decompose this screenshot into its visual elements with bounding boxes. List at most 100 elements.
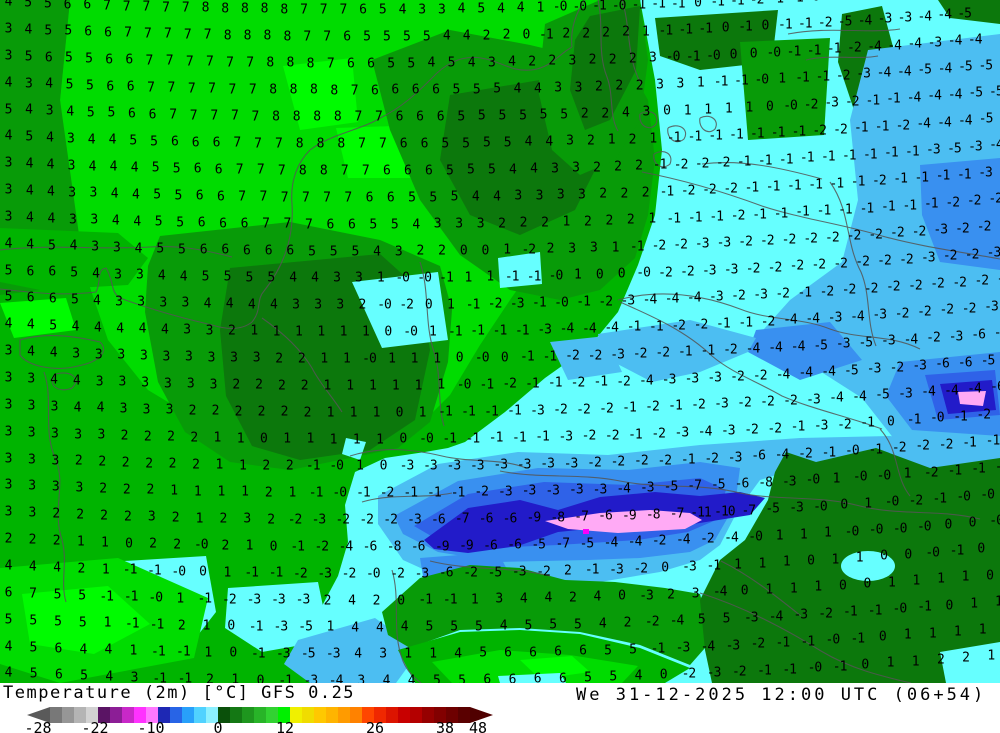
grid-value: 2 <box>121 455 130 471</box>
grid-value: 5 <box>475 619 483 635</box>
grid-value: 6 <box>219 216 227 232</box>
grid-value: -0 <box>989 513 1000 529</box>
grid-value: 2 <box>562 26 570 42</box>
grid-value: 6 <box>106 79 114 95</box>
grid-value: -3 <box>877 11 893 27</box>
grid-value: 7 <box>103 0 111 14</box>
grid-value: -2 <box>657 453 672 469</box>
grid-value: -1 <box>800 634 816 650</box>
grid-value: -1 <box>853 120 869 136</box>
grid-value: -2 <box>521 242 536 258</box>
grid-value: -2 <box>651 533 667 549</box>
grid-value: -1 <box>770 125 786 141</box>
grid-value: 5 <box>70 292 79 308</box>
grid-value: -1 <box>906 412 922 428</box>
grid-value: -3 <box>743 610 759 626</box>
grid-value: 3 <box>90 212 98 228</box>
grid-value: 1 <box>356 458 364 474</box>
grid-value: 7 <box>301 190 310 206</box>
grid-value: -3 <box>753 287 768 303</box>
grid-value: 0 <box>878 629 887 645</box>
grid-value: 5 <box>329 244 338 260</box>
grid-value: -9 <box>434 539 450 555</box>
grid-value: 1 <box>823 525 832 541</box>
grid-value: 5 <box>172 161 181 177</box>
grid-value: -3 <box>881 333 896 349</box>
grid-value: -1 <box>815 69 831 85</box>
grid-value: -1 <box>268 565 284 581</box>
legend-tick-label: -28 <box>24 719 52 733</box>
grid-value: -2 <box>553 402 568 418</box>
color-step <box>50 707 62 723</box>
grid-value: 6 <box>221 242 229 258</box>
grid-value: -1 <box>492 323 508 339</box>
grid-value: -2 <box>837 417 852 433</box>
grid-value: -3 <box>998 218 1000 233</box>
grid-value: 3 <box>50 399 59 415</box>
grid-value: 5 <box>44 23 52 39</box>
grid-value: 4 <box>72 373 81 389</box>
grid-value: -2 <box>399 297 414 313</box>
grid-value: 0 <box>945 598 953 614</box>
grid-value: 7 <box>29 586 37 602</box>
grid-value: 4 <box>88 159 97 175</box>
grid-value: -1 <box>151 644 166 660</box>
grid-value: -0 <box>876 468 892 484</box>
grid-value: 3 <box>118 374 126 390</box>
grid-value: 6 <box>579 643 587 659</box>
grid-value: -5 <box>300 646 316 662</box>
color-step <box>338 707 350 723</box>
grid-value: -1 <box>985 433 1000 449</box>
grid-value: 5 <box>407 56 415 72</box>
grid-value: 1 <box>831 552 839 568</box>
grid-value: 7 <box>162 0 170 16</box>
grid-value: 1 <box>195 511 204 526</box>
grid-value: -3 <box>920 250 936 266</box>
grid-value: -3 <box>978 165 993 181</box>
grid-value: -0 <box>807 660 823 676</box>
grid-value: 4 <box>311 270 319 286</box>
grid-value: 4 <box>53 560 61 576</box>
grid-value: 1 <box>648 211 656 227</box>
grid-value: 8 <box>201 0 210 16</box>
grid-value: -0 <box>892 601 908 617</box>
grid-value: 1 <box>342 351 351 367</box>
grid-value: -0 <box>554 295 569 311</box>
grid-value: 3 <box>656 77 664 93</box>
grid-value: -6 <box>957 355 973 371</box>
grid-value: 4 <box>130 160 139 176</box>
grid-value: -4 <box>906 90 922 106</box>
grid-value: -10 <box>714 504 736 520</box>
grid-value: -6 <box>751 448 766 464</box>
grid-value: 3 <box>4 155 13 171</box>
grid-value: -1 <box>841 148 857 164</box>
grid-value: -4 <box>639 373 654 389</box>
grid-value: -3 <box>706 665 722 681</box>
grid-value: -3 <box>295 592 311 608</box>
grid-value: -3 <box>446 458 462 474</box>
grid-value: 3 <box>418 2 426 18</box>
grid-value: -4 <box>907 36 922 52</box>
grid-value: 2 <box>52 533 61 549</box>
grid-value: 4 <box>4 236 13 252</box>
grid-value: -1 <box>680 452 696 468</box>
grid-value: -3 <box>827 310 843 326</box>
grid-value: -2 <box>775 286 790 302</box>
grid-value: 2 <box>593 160 601 176</box>
grid-value: 3 <box>97 427 105 443</box>
grid-value: -2 <box>581 428 597 444</box>
grid-value: 3 <box>568 53 576 69</box>
grid-value: -2 <box>863 281 879 297</box>
grid-value: -3 <box>781 474 797 490</box>
grid-value: -4 <box>821 364 836 380</box>
grid-value: 6 <box>286 243 294 259</box>
grid-value: -1 <box>123 589 139 605</box>
grid-value: 3 <box>115 294 123 310</box>
grid-value: 5 <box>457 109 465 125</box>
grid-value: 5 <box>53 587 62 603</box>
grid-value: 1 <box>103 615 112 631</box>
grid-value: 5 <box>477 108 486 124</box>
grid-value: 1 <box>446 297 455 313</box>
grid-value: -6 <box>935 356 950 372</box>
grid-value: 3 <box>185 349 193 365</box>
